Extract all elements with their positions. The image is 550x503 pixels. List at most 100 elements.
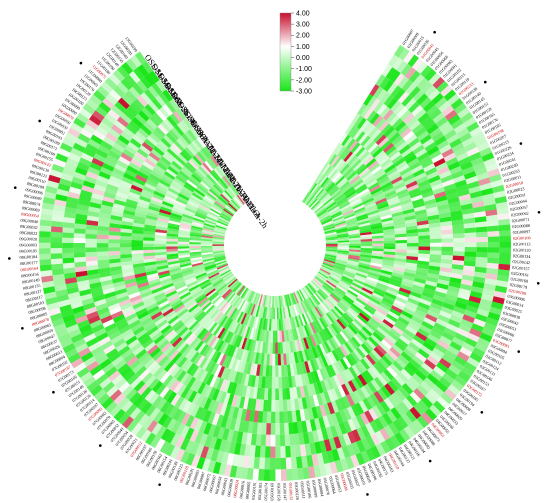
heatmap-cell xyxy=(333,266,345,273)
heatmap-cell xyxy=(79,288,92,297)
heatmap-cell xyxy=(120,348,133,360)
heatmap-cell xyxy=(412,201,425,209)
heatmap-cell xyxy=(94,298,107,307)
gene-label: 05G00158 xyxy=(276,483,281,501)
heatmap-cell xyxy=(393,322,406,333)
heatmap-cell xyxy=(193,217,205,223)
heatmap-cell xyxy=(385,67,397,80)
heatmap-cell xyxy=(98,267,111,274)
heatmap-cell xyxy=(63,216,76,224)
heatmap-cell xyxy=(208,272,220,280)
heatmap-cell xyxy=(364,202,377,210)
heatmap-cell xyxy=(292,292,298,304)
heatmap-cell xyxy=(213,230,226,235)
heatmap-cell xyxy=(209,275,221,283)
heatmap-cell xyxy=(285,387,291,400)
heatmap-cell xyxy=(192,289,204,298)
heatmap-cell xyxy=(149,202,162,210)
heatmap-cell xyxy=(456,297,469,306)
heatmap-cell xyxy=(48,307,62,317)
heatmap-cell xyxy=(142,296,155,305)
heatmap-cell xyxy=(96,354,109,365)
heatmap-cell xyxy=(101,396,114,410)
heatmap-cell xyxy=(468,295,482,304)
heatmap-cell xyxy=(333,174,344,184)
heatmap-cell xyxy=(320,217,332,224)
heatmap-cell xyxy=(411,198,424,206)
heatmap-cell xyxy=(240,408,248,421)
heatmap-cell xyxy=(449,277,462,284)
heatmap-cell xyxy=(299,444,307,457)
heatmap-cell xyxy=(129,407,142,420)
heatmap-cell xyxy=(102,136,116,147)
heatmap-cell xyxy=(454,375,468,387)
heatmap-cell xyxy=(189,249,202,253)
heatmap-cell xyxy=(112,69,126,82)
heatmap-cell xyxy=(174,283,187,291)
heatmap-cell xyxy=(233,334,241,347)
heatmap-cell xyxy=(360,241,373,244)
heatmap-cell xyxy=(363,369,374,382)
heatmap-cell xyxy=(325,242,338,245)
heatmap-cell xyxy=(124,202,138,209)
heatmap-cell xyxy=(369,145,381,156)
heatmap-cell xyxy=(377,279,389,287)
heatmap-cell xyxy=(440,306,454,315)
heatmap-cell xyxy=(469,126,483,138)
heatmap-cell xyxy=(134,212,147,219)
heatmap-cell xyxy=(202,226,215,231)
heatmap-cell xyxy=(465,175,479,185)
heatmap-cell xyxy=(290,456,298,469)
heatmap-cell xyxy=(409,391,422,404)
heatmap-cell xyxy=(359,328,371,339)
heatmap-cell xyxy=(406,239,419,244)
gene-label: 08G00135 xyxy=(23,283,41,291)
heatmap-cell xyxy=(193,267,205,273)
heatmap-cell xyxy=(64,272,77,279)
gene-label: 05G00035 xyxy=(345,471,355,489)
heatmap-cell xyxy=(301,361,308,374)
heatmap-cell xyxy=(194,213,207,220)
heatmap-cell xyxy=(214,257,227,263)
heatmap-cell xyxy=(108,243,120,248)
heatmap-cell xyxy=(96,251,109,257)
heatmap-cell xyxy=(85,260,98,267)
heatmap-cell xyxy=(74,218,87,225)
heatmap-cell xyxy=(369,217,381,223)
heatmap-cell xyxy=(211,310,222,321)
heatmap-cell xyxy=(267,388,272,401)
gene-label: 09G00122 xyxy=(29,169,47,179)
heatmap-cell xyxy=(438,376,452,389)
heatmap-cell xyxy=(326,377,335,390)
heatmap-cell xyxy=(100,81,114,94)
heatmap-cell xyxy=(309,199,319,209)
heatmap-cell xyxy=(156,369,168,381)
heatmap-cell xyxy=(370,349,382,361)
heatmap-cell xyxy=(452,228,465,235)
heatmap-cell xyxy=(359,150,370,162)
heatmap-cell xyxy=(39,230,51,238)
heatmap-cell xyxy=(115,191,129,199)
heatmap-cell xyxy=(350,198,362,206)
heatmap-cell xyxy=(341,134,351,147)
heatmap-cell xyxy=(106,183,119,192)
heatmap-cell xyxy=(389,307,402,317)
heatmap-cell xyxy=(122,331,136,342)
heatmap-cell xyxy=(126,316,140,326)
heatmap-cell xyxy=(173,381,184,394)
heatmap-cell xyxy=(260,306,265,319)
heatmap-cell xyxy=(124,74,137,87)
heatmap-cell xyxy=(214,364,223,377)
heatmap-cell xyxy=(382,297,394,306)
heatmap-cell xyxy=(444,187,458,196)
heatmap-cell xyxy=(100,314,113,324)
heatmap-cell xyxy=(311,321,319,334)
gene-label: 05G00183 xyxy=(257,482,263,500)
heatmap-cell xyxy=(39,253,52,260)
heatmap-cell xyxy=(91,157,105,167)
heatmap-cell xyxy=(189,245,201,249)
heatmap-cell xyxy=(334,399,343,412)
heatmap-cell xyxy=(357,266,370,272)
heatmap-cell xyxy=(190,378,200,391)
heatmap-cell xyxy=(441,331,455,342)
